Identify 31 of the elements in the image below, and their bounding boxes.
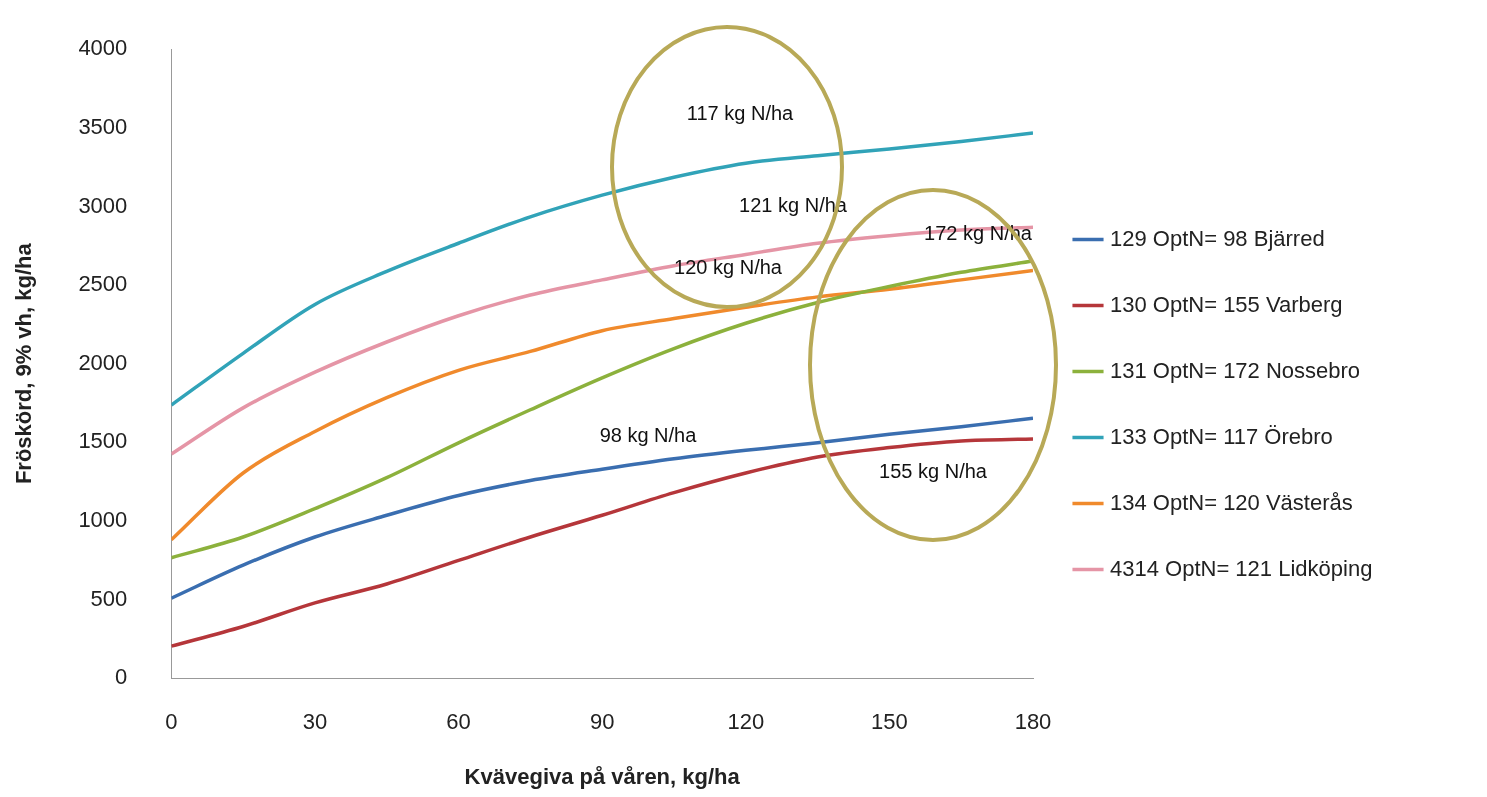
y-axis-title: Fröskörd, 9% vh, kg/ha — [11, 242, 37, 485]
x-tick-label: 60 — [446, 709, 471, 735]
annotation: 98 kg N/ha — [599, 423, 698, 446]
legend-label: 131 OptN= 172 Nossebro — [1110, 357, 1361, 383]
legend-label: 4314 OptN= 121 Lidköping — [1110, 555, 1373, 581]
legend-label: 130 OptN= 155 Varberg — [1110, 291, 1343, 317]
x-tick-label: 90 — [589, 709, 615, 735]
x-tick-label: 180 — [1014, 709, 1052, 735]
x-tick-label: 150 — [871, 709, 908, 735]
y-tick-label: 3500 — [78, 113, 128, 139]
x-tick-label: 0 — [165, 709, 178, 735]
y-tick-label: 1500 — [78, 428, 128, 454]
x-tick-label: 120 — [727, 709, 765, 735]
line-series — [171, 416, 1033, 600]
y-tick-label: 4000 — [78, 35, 128, 61]
y-tick-label: 1000 — [78, 507, 128, 533]
legend-label: 129 OptN= 98 Bjärred — [1110, 225, 1325, 251]
annotation: 117 kg N/ha — [686, 101, 795, 124]
line-series — [171, 225, 1033, 456]
y-tick-label: 2500 — [78, 271, 128, 297]
legend-label: 133 OptN= 117 Örebro — [1110, 423, 1333, 449]
y-tick-label: 0 — [115, 664, 128, 690]
y-tick-label: 2000 — [78, 349, 128, 375]
x-tick-label: 30 — [302, 709, 328, 735]
x-axis-title: Kvävegiva på våren, kg/ha — [464, 763, 741, 789]
line-series — [171, 131, 1033, 407]
y-tick-label: 3000 — [78, 192, 128, 218]
annotation: 120 kg N/ha — [674, 255, 783, 278]
legend-label: 134 OptN= 120 Västerås — [1110, 489, 1353, 515]
annotation: 155 kg N/ha — [879, 459, 988, 482]
y-tick-label: 500 — [90, 585, 128, 611]
